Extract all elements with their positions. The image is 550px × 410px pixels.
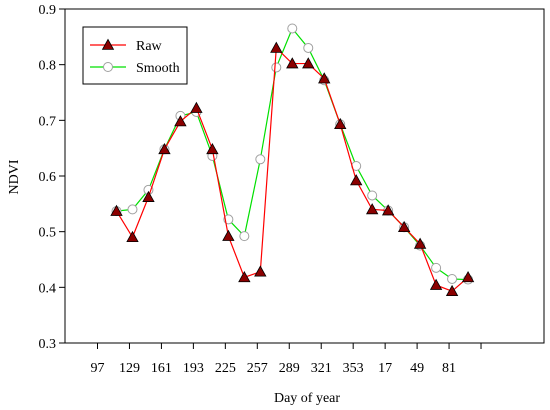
x-tick-label: 161 — [151, 361, 172, 376]
data-point-raw — [413, 237, 427, 249]
data-point-raw — [381, 204, 395, 216]
legend-marker-raw — [101, 38, 115, 50]
data-point-smooth — [431, 262, 442, 273]
x-tick-label: 81 — [442, 361, 456, 376]
y-tick-label: 0.9 — [39, 3, 57, 18]
data-point-smooth — [239, 231, 250, 242]
data-point-smooth — [303, 42, 314, 53]
series-layer — [110, 23, 475, 297]
data-point-raw — [190, 101, 203, 113]
data-point-smooth — [255, 154, 266, 165]
data-point-smooth — [287, 23, 298, 34]
data-point-raw — [126, 230, 139, 243]
x-tick-label: 289 — [279, 361, 300, 376]
data-point-raw — [334, 117, 347, 130]
data-point-raw — [110, 204, 123, 216]
legend-item-smooth: Smooth — [90, 61, 180, 76]
x-tick-label: 321 — [311, 361, 332, 376]
legend-label-smooth: Smooth — [136, 61, 180, 76]
data-point-smooth — [367, 190, 378, 201]
data-point-smooth — [271, 62, 282, 73]
series-raw — [110, 41, 475, 297]
x-tick-label: 257 — [247, 361, 268, 376]
x-tick-label: 129 — [119, 361, 140, 376]
legend-box — [82, 26, 188, 85]
y-tick-label: 0.7 — [39, 114, 57, 129]
data-point-raw — [174, 115, 187, 127]
data-point-raw — [158, 142, 171, 155]
y-tick-label: 0.6 — [39, 170, 57, 185]
data-point-raw — [142, 190, 155, 202]
data-point-smooth — [447, 273, 458, 284]
data-point-smooth — [127, 204, 138, 215]
y-tick-label: 0.8 — [39, 59, 57, 74]
x-axis-title: Day of year — [274, 391, 340, 406]
x-tick-label: 353 — [343, 361, 364, 376]
data-point-raw — [397, 220, 411, 233]
data-point-raw — [254, 265, 267, 277]
data-point-raw — [366, 203, 379, 215]
x-tick-label: 225 — [215, 361, 236, 376]
legend-item-raw: Raw — [90, 38, 163, 54]
data-point-raw — [286, 57, 299, 69]
y-tick-label: 0.4 — [39, 281, 57, 296]
legend: Raw Smooth — [82, 26, 188, 85]
y-tick-label: 0.5 — [39, 226, 57, 241]
data-point-raw — [238, 270, 251, 283]
data-point-raw — [206, 142, 219, 155]
data-point-raw — [350, 174, 363, 186]
data-point-raw — [302, 57, 315, 69]
data-point-raw — [445, 284, 459, 297]
data-point-raw — [222, 229, 235, 241]
x-tick-label: 49 — [410, 361, 424, 376]
legend-marker-smooth — [103, 62, 113, 72]
data-point-raw — [270, 41, 283, 53]
x-tick-label: 97 — [91, 361, 105, 376]
y-axis-title: NDVI — [7, 159, 22, 194]
x-tick-label: 193 — [183, 361, 204, 376]
data-point-raw — [318, 72, 331, 84]
data-point-raw — [461, 270, 475, 283]
legend-label-raw: Raw — [136, 39, 163, 54]
x-tick-label: 17 — [378, 361, 392, 376]
y-tick-label: 0.3 — [39, 337, 57, 352]
axes: 0.3 0.4 0.5 0.6 0.7 0.8 0.9 97 129 161 193 225 257 28… — [39, 3, 545, 376]
data-point-raw — [429, 278, 443, 290]
